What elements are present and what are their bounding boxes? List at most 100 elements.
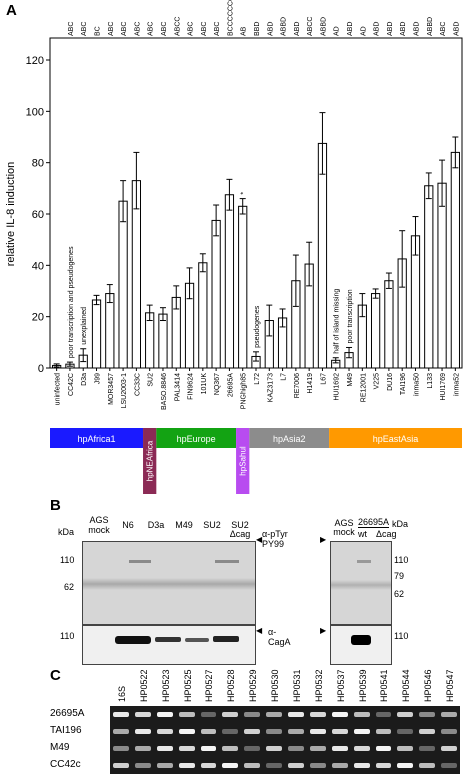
blot-left-lane-label: D3a [147,520,165,530]
gel-band [244,745,261,751]
gel-band [331,762,348,768]
gel-band [288,745,304,751]
x-tick-label: 101UK [201,373,208,395]
gel-row-label: TAI196 [50,725,82,736]
top-label: BC [95,26,102,36]
gel-band [397,728,414,734]
bar-annotation: poor transcription and pseudogenes [68,246,75,358]
gel-lane-label: HP0544 [401,669,412,702]
gel-lane-label: HP0531 [291,669,302,702]
gel-lane-label: HP0529 [248,669,259,702]
y-tick-label: 80 [32,158,44,170]
blot-right-lane-dcag: Δcag [376,529,397,539]
bar [211,219,221,369]
population-bar [50,428,144,448]
panel-b-label: B [50,497,61,514]
gel-band [113,728,129,734]
x-tick-label: HUI1692 [334,373,341,401]
gel-row-label: CC42c [50,759,81,770]
gel-band [331,711,348,717]
top-label: AB [241,26,248,36]
blot-left-marker-62: 62 [64,582,75,592]
gel-band [113,745,129,751]
gel-lane-labels: 16S HP0522 HP0523 HP0525 HP0527 HP0528 HP0529 H… [110,669,460,704]
gel-band [200,762,217,768]
gel-lane-label: HP0532 [313,669,324,702]
gel-band [353,728,370,734]
gel-band [331,728,348,734]
gel-band [309,745,326,751]
blot-right-mock-label: AGS mock [333,518,355,537]
gel-image [110,706,460,774]
gel-band [353,711,370,717]
right-caga-arrow-icon: ▶ [320,626,327,635]
top-label: ABC [214,22,221,36]
gel-band [419,711,436,717]
gel-lane-label: 16S [116,685,127,702]
top-label: ABD [387,22,394,36]
blot-right-caga [330,625,392,665]
blot-left-lane-labels: N6 D3a M49 SU2 SU2 Δcag [114,521,254,539]
y-tick-label: 20 [32,312,44,324]
gel-row-label: M49 [50,742,70,753]
top-label: AD [334,26,341,36]
bar [224,194,235,369]
bar-annotation: poor transcription [347,289,354,343]
population-bar [329,428,462,448]
x-tick-label: MOR3457 [108,373,115,405]
top-label: ABC [188,22,195,36]
blot-right-lane-wt: wt [358,529,367,539]
x-tick-label: FIN9624 [188,373,195,400]
gel-band [331,745,348,751]
x-tick-label: CC33C [134,373,141,396]
bar-annotation: half of island missing [334,289,341,354]
x-tick-label: L67 [320,373,327,385]
top-label: ABD [267,22,274,36]
y-axis-label: relative IL-8 induction [5,162,17,267]
population-bar [236,428,250,494]
top-label: ABC [108,22,115,36]
gel-band [156,745,173,751]
population-label: hpAsia2 [273,434,306,444]
ptyr-antibody-text: α-pTyr PY99 [262,529,288,549]
gel-band [178,745,195,751]
y-tick-label: 0 [38,363,44,375]
blot-left-marker-110: 110 [60,555,75,565]
western-blot-right: AGS mock 26695A wt Δcag kDa 110 79 62 ▶ … [300,515,430,665]
x-tick-label: L7 [281,373,288,381]
gel-band [441,745,457,751]
blot-left-ptyr-label: α-pTyr PY99 [262,529,298,549]
bar-annotation: * [241,192,248,195]
gel-band [200,711,217,717]
x-tick-label: inma50 [413,373,420,396]
gel-band [134,762,151,768]
blot-left-ptyr [82,541,256,625]
gel-band [309,711,326,717]
gel-band [441,711,457,717]
gel-row-labels: 26695A TAI196 M49 CC42c [50,706,108,774]
bar [384,280,394,369]
blot-right-kda-label: kDa [392,519,409,529]
gel-lane-label: HP0547 [445,669,456,702]
gel-band [134,711,151,717]
gel-lane-label: HP0528 [226,669,237,702]
blot-right-marker-79: 79 [394,571,405,581]
x-tick-label: J99 [95,373,102,384]
gel-lane-label: HP0539 [357,669,368,702]
top-label: AD [360,26,367,36]
population-label: hpEurope [177,434,216,444]
gel-band [375,711,392,717]
blot-left-lane-label: SU2 [203,520,221,530]
bar [91,299,102,369]
gel-band [266,728,282,734]
gel-band [419,728,436,734]
gel-band [397,745,414,751]
population-label: hpAfrica1 [78,434,116,444]
gel-band [397,762,414,768]
population-label: hpNEAfrica [146,440,155,481]
gel-band [353,762,370,768]
gel-row-label: 26695A [50,708,85,719]
bar [410,235,421,369]
x-tick-label: V225 [374,373,381,389]
il8-bar-chart: ABC ABC BC ABC ABC ABC ABC ABC ABCC ABC ABC ABC BCCC… [5,0,463,494]
